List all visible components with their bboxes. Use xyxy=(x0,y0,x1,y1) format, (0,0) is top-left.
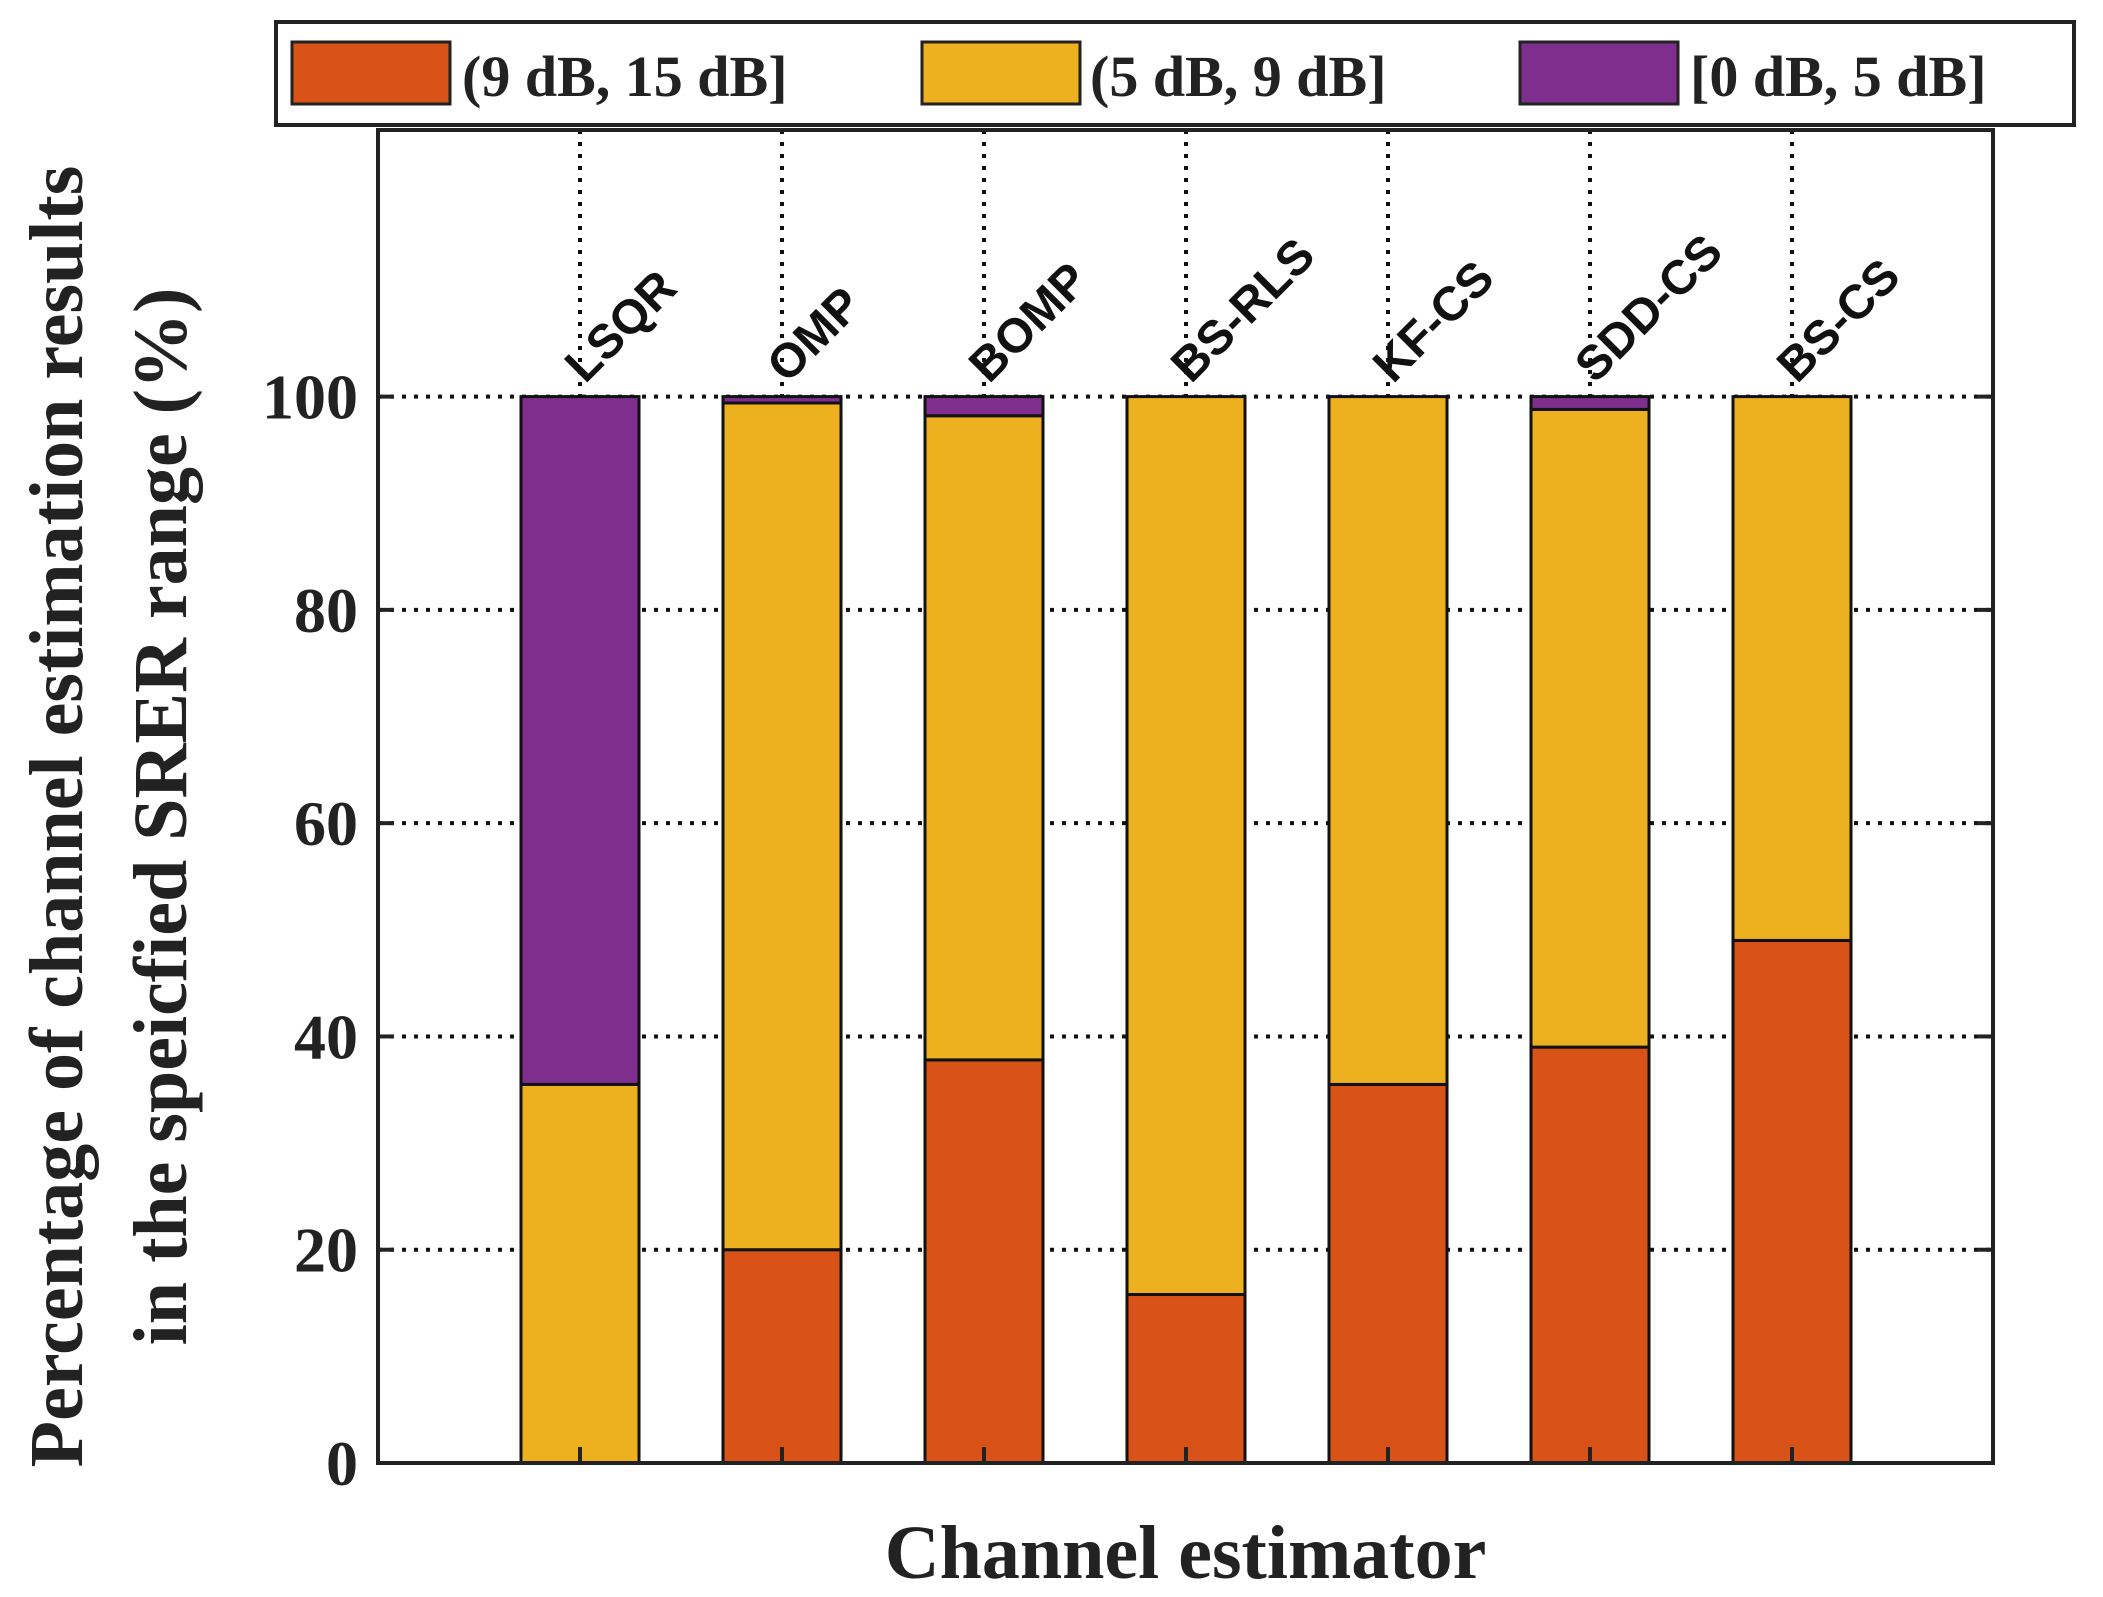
category-label: BOMP xyxy=(959,253,1098,392)
y-tick-label: 20 xyxy=(294,1215,358,1286)
bar-segment xyxy=(1529,1045,1651,1465)
bar-segment xyxy=(1731,938,1853,1465)
category-label: KF-CS xyxy=(1363,251,1504,392)
legend: (9 dB, 15 dB] (5 dB, 9 dB] [0 dB, 5 dB] xyxy=(274,20,2076,127)
bar-segment xyxy=(1731,395,1853,942)
x-axis-title: Channel estimator xyxy=(885,1511,1487,1595)
tick-marks xyxy=(378,394,1993,1465)
legend-swatch xyxy=(290,40,452,106)
y-tick-label: 40 xyxy=(294,1001,358,1072)
y-tick-label: 80 xyxy=(294,575,358,646)
bar-segment xyxy=(721,401,843,1252)
bar-segment xyxy=(721,395,843,405)
bar-segment xyxy=(519,395,641,1086)
bar-segment xyxy=(1125,1293,1247,1465)
legend-swatch xyxy=(920,40,1082,106)
y-tick-label: 60 xyxy=(294,788,358,859)
bar-segment xyxy=(1125,395,1247,1297)
bar-segment xyxy=(923,414,1045,1062)
legend-label: (9 dB, 15 dB] xyxy=(462,44,788,109)
category-label: LSQR xyxy=(555,261,687,393)
y-tick-labels: 0 20 40 60 80 100 xyxy=(262,362,358,1499)
y-tick-label: 0 xyxy=(326,1428,358,1499)
bar-segment xyxy=(1529,395,1651,411)
y-axis-title-line-1: Percentage of channel estimation results xyxy=(15,166,99,1468)
category-labels: LSQR OMP BOMP BS-RLS KF-CS SDD-CS BS-CS xyxy=(555,225,1910,393)
bar-segment xyxy=(923,1058,1045,1465)
legend-label: (5 dB, 9 dB] xyxy=(1090,44,1387,109)
legend-box xyxy=(274,20,2076,127)
y-tick-label: 100 xyxy=(262,362,358,433)
category-label: SDD-CS xyxy=(1565,225,1733,393)
legend-label: [0 dB, 5 dB] xyxy=(1690,44,1987,109)
y-axis-title-line-2: in the speicfied SRER range (%) xyxy=(119,288,203,1346)
bar-segment xyxy=(519,1082,641,1465)
bar-segment xyxy=(1327,1082,1449,1465)
category-label: BS-CS xyxy=(1767,249,1910,392)
bar-segment xyxy=(721,1248,843,1465)
bar-segment xyxy=(1327,395,1449,1086)
y-axis-title: Percentage of channel estimation results… xyxy=(15,166,203,1468)
bar-segment xyxy=(1529,407,1651,1049)
category-label: OMP xyxy=(757,278,872,393)
bar-segment xyxy=(923,395,1045,418)
bars xyxy=(519,395,1853,1465)
legend-swatch xyxy=(1518,40,1680,106)
